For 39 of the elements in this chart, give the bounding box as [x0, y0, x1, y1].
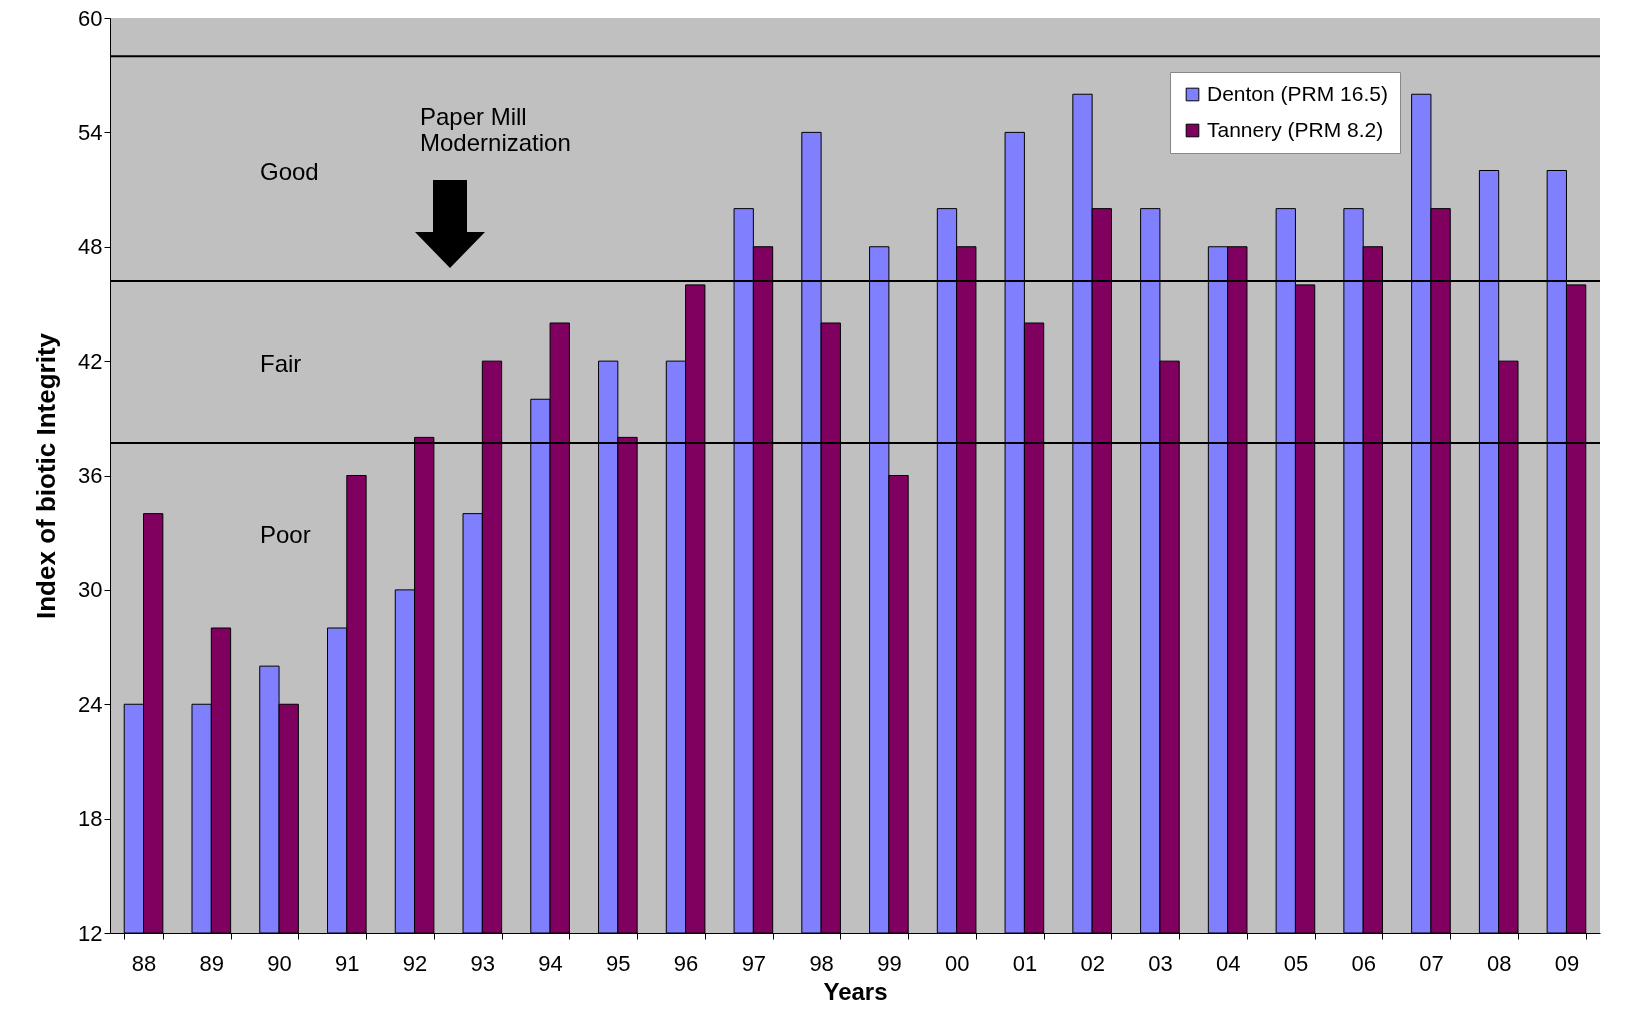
legend-label: Denton (PRM 16.5): [1207, 81, 1388, 105]
x-tick-label: 08: [1486, 950, 1512, 976]
x-tick-label: 02: [1080, 950, 1105, 976]
y-axis-title: Index of biotic Integrity: [31, 332, 62, 620]
x-axis-title: Years: [823, 977, 888, 1005]
x-tick-label: 88: [131, 950, 157, 976]
x-tick-label: 04: [1215, 950, 1241, 976]
y-tick-label: 30: [78, 577, 103, 603]
x-tick-label: 09: [1554, 950, 1580, 976]
y-tick-label: 42: [78, 348, 103, 374]
annotation: Good: [260, 158, 319, 185]
legend-label: Tannery (PRM 8.2): [1207, 117, 1384, 141]
x-tick-label: 93: [470, 950, 496, 976]
annotation: Poor: [260, 521, 311, 548]
y-tick-label: 12: [78, 920, 103, 946]
x-tick-label: 01: [1012, 950, 1038, 976]
y-tick-label: 36: [78, 463, 103, 488]
x-tick-label: 03: [1148, 950, 1173, 976]
y-tick-label: 48: [78, 234, 103, 260]
annotation: Paper Mill Modernization: [420, 103, 571, 156]
x-tick-label: 92: [402, 950, 428, 976]
x-tick-label: 05: [1283, 950, 1309, 976]
x-tick-label: 95: [606, 950, 631, 976]
x-tick-label: 00: [944, 950, 970, 976]
y-tick-label: 60: [78, 5, 103, 31]
x-tick-label: 07: [1419, 950, 1444, 976]
x-tick-label: 89: [199, 950, 225, 976]
x-tick-label: 98: [809, 950, 834, 976]
x-tick-label: 90: [267, 950, 292, 976]
y-tick-label: 24: [78, 691, 103, 717]
x-tick-label: 94: [538, 950, 563, 976]
x-tick-label: 91: [335, 950, 360, 976]
x-tick-label: 99: [877, 950, 902, 976]
x-tick-label: 96: [673, 950, 699, 976]
x-tick-label: 97: [741, 950, 767, 976]
y-tick-label: 18: [78, 806, 103, 832]
x-tick-label: 06: [1351, 950, 1376, 976]
y-tick-label: 54: [78, 119, 103, 145]
annotation: Fair: [260, 350, 302, 377]
